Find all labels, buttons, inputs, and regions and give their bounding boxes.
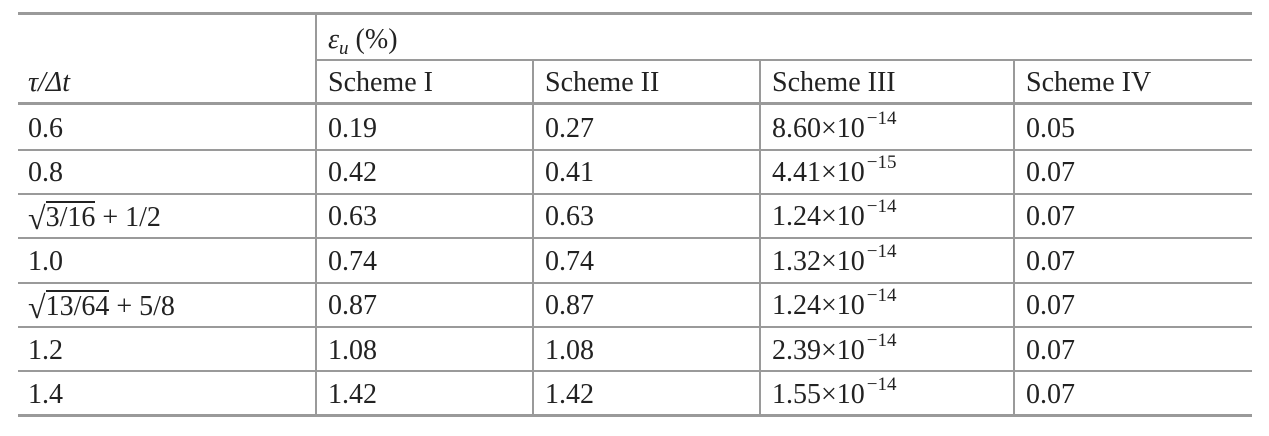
row-rule [18, 370, 1252, 372]
tau-cell: 1.2 [28, 335, 63, 366]
mantissa: 1.24×10 [772, 201, 865, 232]
tau-cell: 1.4 [28, 379, 63, 410]
row-rule [18, 282, 1252, 284]
tau-cell: 0.8 [28, 157, 63, 188]
epsilon-symbol: ε [328, 24, 340, 55]
radicand: 13/64 [45, 290, 110, 322]
scheme-1-cell: 0.74 [328, 246, 377, 277]
radical-sign: √ [28, 200, 46, 236]
scheme-2-cell: 0.41 [545, 157, 594, 188]
scheme-4-cell: 0.07 [1026, 201, 1075, 232]
exponent: −14 [866, 285, 897, 306]
scheme-4-cell: 0.07 [1026, 335, 1075, 366]
exponent: −14 [866, 330, 897, 351]
exponent: −14 [866, 374, 897, 395]
header-rule [18, 102, 1252, 105]
scheme-4-cell: 0.07 [1026, 379, 1075, 410]
scheme-4-cell: 0.05 [1026, 113, 1075, 144]
scheme-3-cell: 1.24×10 −14 [772, 197, 897, 232]
radicand: 3/16 [45, 201, 96, 233]
scheme-2-cell: 0.87 [545, 290, 594, 321]
scheme-1-cell: 0.42 [328, 157, 377, 188]
column-divider [532, 59, 534, 417]
column-header-scheme-2: Scheme II [545, 67, 660, 98]
group-header-unit: (%) [348, 24, 398, 55]
scheme-2-cell: 0.63 [545, 201, 594, 232]
scheme-2-cell: 1.42 [545, 379, 594, 410]
tau-cell: 0.6 [28, 113, 63, 144]
scheme-4-cell: 0.07 [1026, 290, 1075, 321]
column-header-scheme-1: Scheme I [328, 67, 433, 98]
square-root: √13/64 [28, 289, 110, 325]
mantissa: 2.39×10 [772, 335, 865, 366]
bottom-rule [18, 414, 1252, 417]
scheme-3-cell: 1.55×10 −14 [772, 375, 897, 410]
square-root: √3/16 [28, 200, 96, 236]
column-header-scheme-4: Scheme IV [1026, 67, 1152, 98]
column-divider [759, 59, 761, 417]
scheme-1-cell: 1.42 [328, 379, 377, 410]
tau-cell: √13/64 + 5/8 [28, 290, 175, 323]
epsilon-subscript: u [339, 38, 349, 59]
scheme-3-cell: 4.41×10 −15 [772, 153, 897, 188]
exponent: −14 [866, 196, 897, 217]
scheme-3-cell: 1.24×10 −14 [772, 286, 897, 321]
scheme-1-cell: 0.19 [328, 113, 377, 144]
row-header: τ/Δt [28, 67, 71, 98]
exponent: −15 [866, 152, 897, 173]
column-divider [315, 12, 317, 417]
scheme-3-cell: 2.39×10 −14 [772, 331, 897, 366]
mantissa: 8.60×10 [772, 113, 865, 144]
mantissa: 1.32×10 [772, 246, 865, 277]
tau-cell: √3/16 + 1/2 [28, 201, 161, 234]
exponent: −14 [866, 108, 897, 129]
mantissa: 4.41×10 [772, 157, 865, 188]
scheme-4-cell: 0.07 [1026, 157, 1075, 188]
radical-sign: √ [28, 289, 46, 325]
tau-cell: 1.0 [28, 246, 63, 277]
row-rule [18, 326, 1252, 328]
scheme-4-cell: 0.07 [1026, 246, 1075, 277]
mantissa: 1.24×10 [772, 290, 865, 321]
scheme-2-cell: 0.74 [545, 246, 594, 277]
scheme-1-cell: 0.87 [328, 290, 377, 321]
column-divider [1013, 59, 1015, 417]
scheme-2-cell: 0.27 [545, 113, 594, 144]
row-rule [18, 149, 1252, 151]
scheme-3-cell: 1.32×10 −14 [772, 242, 897, 277]
scheme-2-cell: 1.08 [545, 335, 594, 366]
top-rule [18, 12, 1252, 15]
group-header-underline [316, 59, 1252, 61]
scheme-1-cell: 0.63 [328, 201, 377, 232]
tau-rest: + 5/8 [109, 291, 175, 322]
group-header: εu (%) [328, 24, 398, 59]
mantissa: 1.55×10 [772, 379, 865, 410]
exponent: −14 [866, 241, 897, 262]
column-header-scheme-3: Scheme III [772, 67, 896, 98]
row-rule [18, 193, 1252, 195]
scheme-3-cell: 8.60×10 −14 [772, 109, 897, 144]
row-rule [18, 237, 1252, 239]
tau-rest: + 1/2 [95, 202, 161, 233]
scheme-1-cell: 1.08 [328, 335, 377, 366]
